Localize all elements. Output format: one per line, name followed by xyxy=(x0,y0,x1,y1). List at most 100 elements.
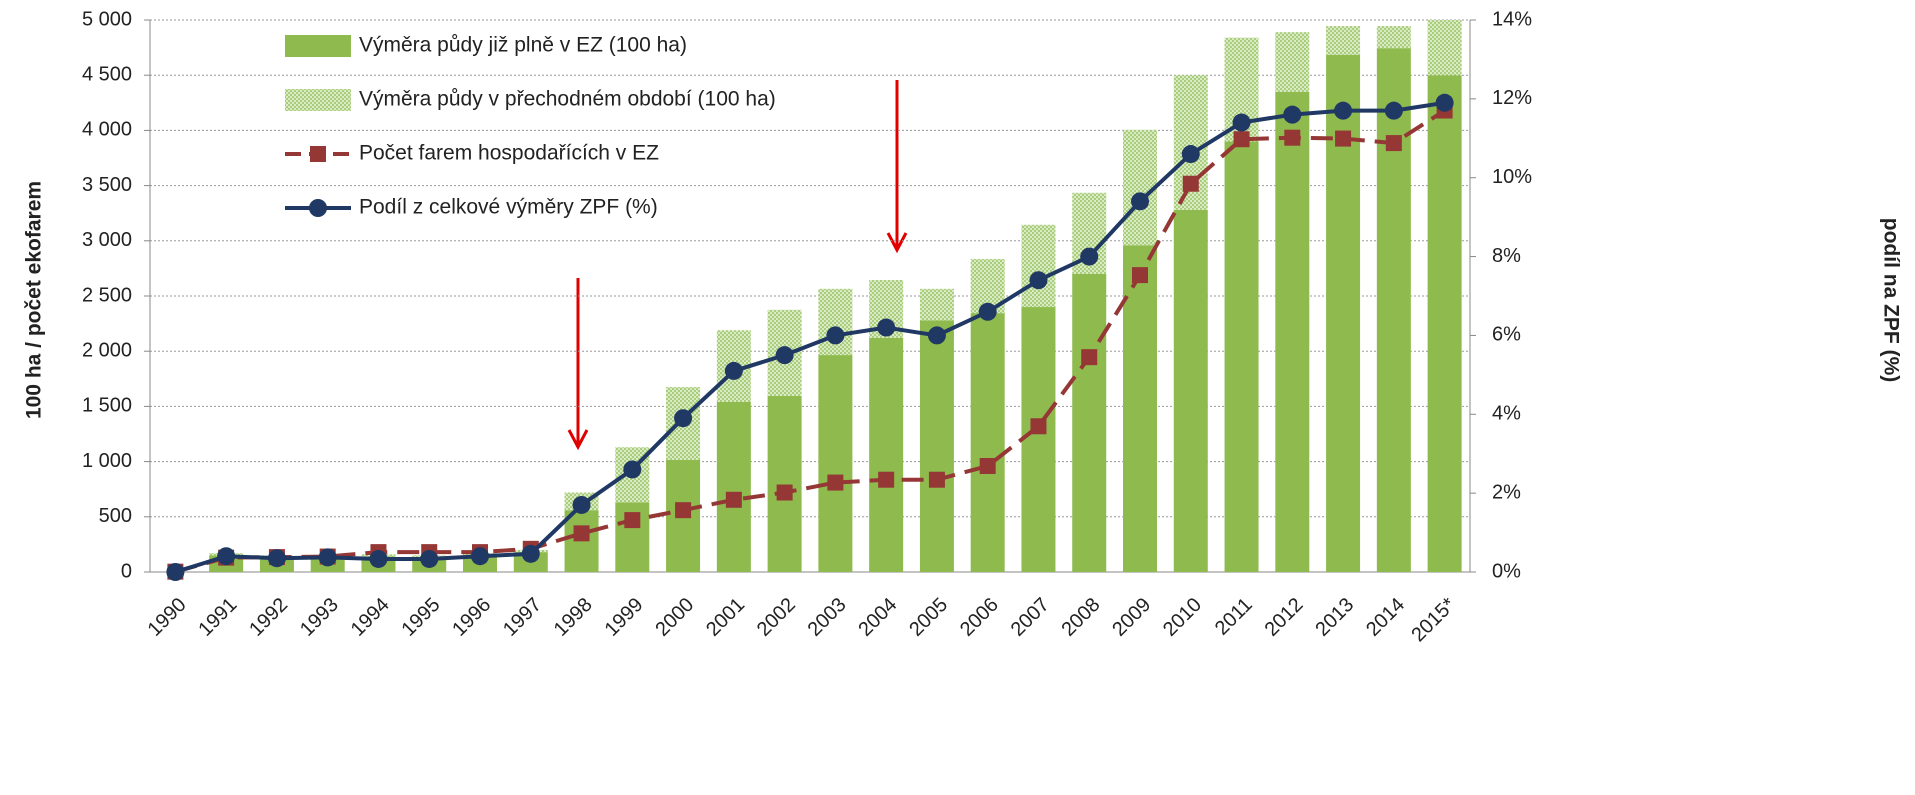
legend-swatch xyxy=(285,89,351,111)
legend-marker xyxy=(310,146,326,162)
bar xyxy=(1275,32,1310,92)
bar xyxy=(1123,245,1157,572)
bar xyxy=(1021,224,1056,308)
marker xyxy=(1181,145,1200,164)
line xyxy=(174,108,1446,574)
x-tick-label: 2014 xyxy=(1362,594,1409,641)
y2-axis-label: podíl na ZPF (%) xyxy=(1879,218,1902,382)
x-tick-label: 2004 xyxy=(854,594,901,641)
marker xyxy=(420,549,439,568)
y-tick-label: 2 000 xyxy=(82,339,132,361)
y-tick-label: 2 500 xyxy=(82,284,132,306)
y2-tick-label: 8% xyxy=(1492,245,1521,267)
marker xyxy=(775,346,794,365)
x-tick-label: 1992 xyxy=(245,594,292,641)
marker xyxy=(217,547,236,566)
bar xyxy=(970,313,1005,572)
bar xyxy=(919,288,954,321)
bar xyxy=(869,337,904,572)
bar xyxy=(1326,26,1361,55)
x-tick-label: 2003 xyxy=(804,594,851,641)
marker xyxy=(1283,105,1302,124)
bar xyxy=(716,401,751,572)
marker xyxy=(521,544,540,563)
y2-tick-label: 12% xyxy=(1492,87,1532,109)
marker xyxy=(572,495,591,514)
marker xyxy=(1030,418,1047,435)
x-tick-label: 1996 xyxy=(448,594,495,641)
marker xyxy=(369,549,388,568)
marker xyxy=(1182,175,1199,192)
x-tick-label: 2006 xyxy=(956,594,1003,641)
bar xyxy=(919,320,954,572)
marker xyxy=(1435,93,1454,112)
marker xyxy=(1132,267,1148,284)
legend-label: Počet farem hospodařících v EZ xyxy=(359,142,659,165)
y-tick-label: 3 000 xyxy=(82,229,132,251)
marker xyxy=(725,491,742,508)
marker xyxy=(1284,129,1301,146)
y2-tick-label: 2% xyxy=(1492,481,1521,503)
marker xyxy=(674,409,693,428)
legend-label: Výměra půdy v přechodném období (100 ha) xyxy=(359,88,776,111)
bar xyxy=(1427,75,1462,572)
y-tick-label: 500 xyxy=(99,505,132,527)
marker xyxy=(1233,131,1250,148)
x-tick-label: 1998 xyxy=(550,594,597,641)
marker xyxy=(1232,113,1251,132)
marker xyxy=(471,547,489,566)
bar xyxy=(1224,141,1259,572)
bar xyxy=(1376,48,1411,573)
x-tick-label: 2008 xyxy=(1057,594,1104,641)
y2-tick-label: 14% xyxy=(1492,8,1532,30)
y2-tick-label: 4% xyxy=(1492,403,1521,425)
y-axis-label: 100 ha / počet ekofarem xyxy=(23,181,46,419)
x-tick-label: 1999 xyxy=(601,594,648,641)
bar xyxy=(1173,209,1208,572)
bar xyxy=(767,395,802,572)
bar xyxy=(1376,26,1411,49)
marker xyxy=(928,471,945,488)
marker xyxy=(1384,101,1403,120)
arrows xyxy=(567,80,908,451)
y-tick-label: 1 000 xyxy=(82,450,132,472)
x-tick-label: 2013 xyxy=(1311,594,1358,641)
bar xyxy=(1021,307,1056,572)
marker xyxy=(978,302,997,321)
y-tick-label: 0 xyxy=(121,560,132,582)
x-tick-label: 2005 xyxy=(905,594,952,641)
bar xyxy=(1123,129,1157,246)
bar xyxy=(818,355,853,572)
bar xyxy=(818,288,853,356)
marker xyxy=(1131,192,1149,211)
marker xyxy=(675,502,692,519)
marker xyxy=(826,326,845,345)
marker xyxy=(1334,101,1353,120)
x-tick-label: 2015* xyxy=(1407,594,1460,647)
marker xyxy=(267,549,286,568)
marker xyxy=(573,525,590,542)
x-tick-label: 2007 xyxy=(1007,594,1054,641)
x-tick-label: 1990 xyxy=(144,594,191,641)
y2-tick-label: 6% xyxy=(1492,324,1521,346)
bar xyxy=(1072,273,1107,572)
marker xyxy=(927,326,946,345)
x-tick-label: 1991 xyxy=(194,594,241,641)
x-tick-label: 2011 xyxy=(1211,594,1257,640)
marker xyxy=(878,471,895,488)
y-tick-label: 3 500 xyxy=(82,174,132,196)
marker xyxy=(979,458,996,475)
y-tick-label: 1 500 xyxy=(82,395,132,417)
marker xyxy=(1335,130,1352,147)
x-tick-label: 2009 xyxy=(1108,594,1155,641)
legend-label: Výměra půdy již plně v EZ (100 ha) xyxy=(359,34,687,57)
x-tick-label: 2001 xyxy=(702,594,749,641)
marker xyxy=(1080,247,1099,266)
y-tick-label: 4 000 xyxy=(82,119,132,141)
x-tick-label: 2010 xyxy=(1159,594,1206,641)
y-tick-label: 4 500 xyxy=(82,63,132,85)
marker xyxy=(166,563,185,581)
x-tick-label: 1995 xyxy=(397,594,444,641)
marker xyxy=(624,512,641,529)
